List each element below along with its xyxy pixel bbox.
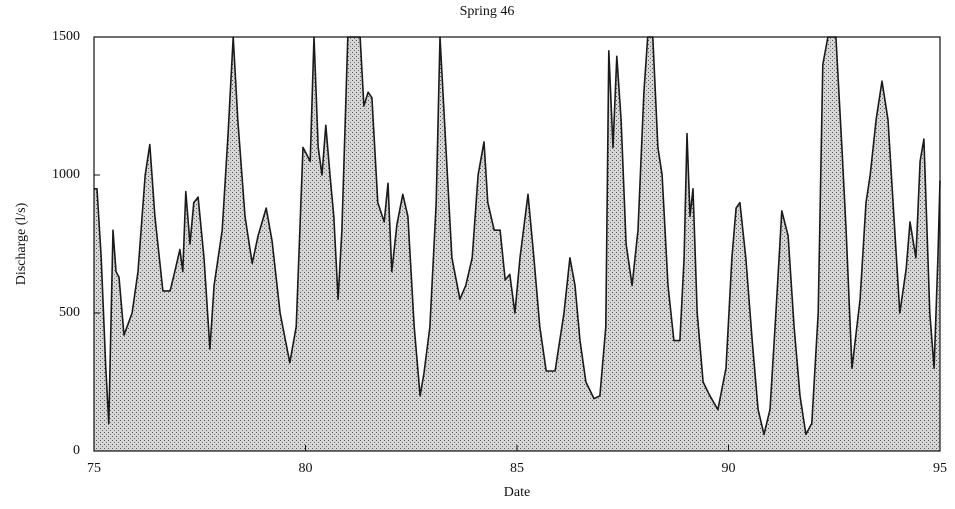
x-tick-label: 80: [299, 461, 313, 476]
chart-title: Spring 46: [460, 4, 515, 19]
x-tick-label: 85: [510, 461, 524, 476]
y-axis-label: Discharge (l/s): [14, 202, 29, 285]
area-fill: [94, 37, 940, 451]
x-tick-label: 75: [87, 461, 101, 476]
y-tick-label: 0: [73, 443, 80, 458]
x-axis-label: Date: [504, 485, 530, 500]
y-tick-label: 1500: [52, 29, 80, 44]
y-tick-label: 500: [59, 305, 80, 320]
x-tick-label: 90: [722, 461, 736, 476]
x-tick-label: 95: [933, 461, 947, 476]
y-tick-label: 1000: [52, 167, 80, 182]
area-line: [94, 36, 941, 436]
